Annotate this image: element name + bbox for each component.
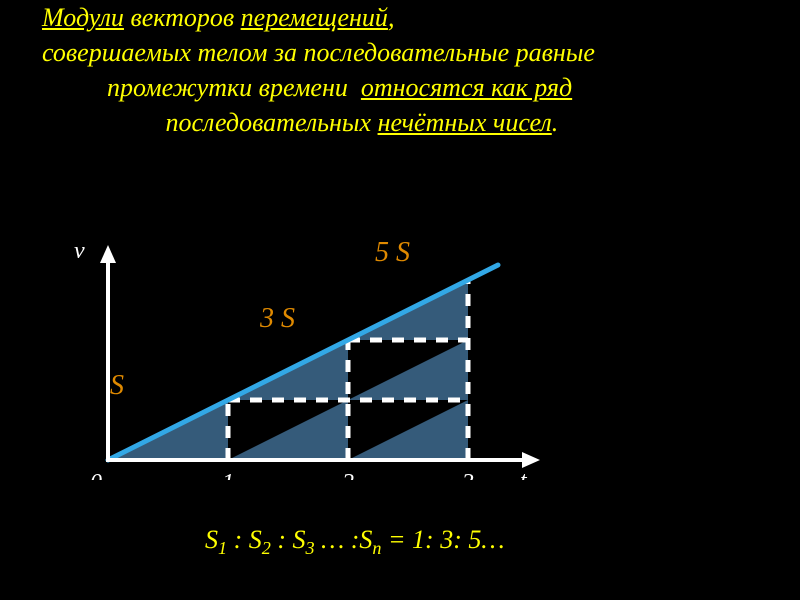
svg-text:3: 3 [461, 470, 474, 480]
svg-text:0: 0 [90, 470, 102, 480]
label-3S: 3 S [260, 303, 295, 335]
svg-text:2: 2 [342, 470, 354, 480]
word-peremescheniy: перемещений [241, 3, 388, 32]
ratio-formula: S1 : S2 : S3 … :Sn = 1: 3: 5… [205, 525, 504, 559]
y-axis-label: v [74, 238, 85, 265]
label-5S: 5 S [375, 237, 410, 269]
svg-text:t: t [520, 468, 528, 480]
velocity-time-chart: t 0 1 2 3 [60, 245, 540, 480]
label-S: S [110, 370, 124, 402]
heading-text: Модули векторов перемещений, совершаемых… [42, 0, 762, 140]
word-moduli: Модули [42, 3, 124, 32]
svg-text:1: 1 [222, 470, 234, 480]
